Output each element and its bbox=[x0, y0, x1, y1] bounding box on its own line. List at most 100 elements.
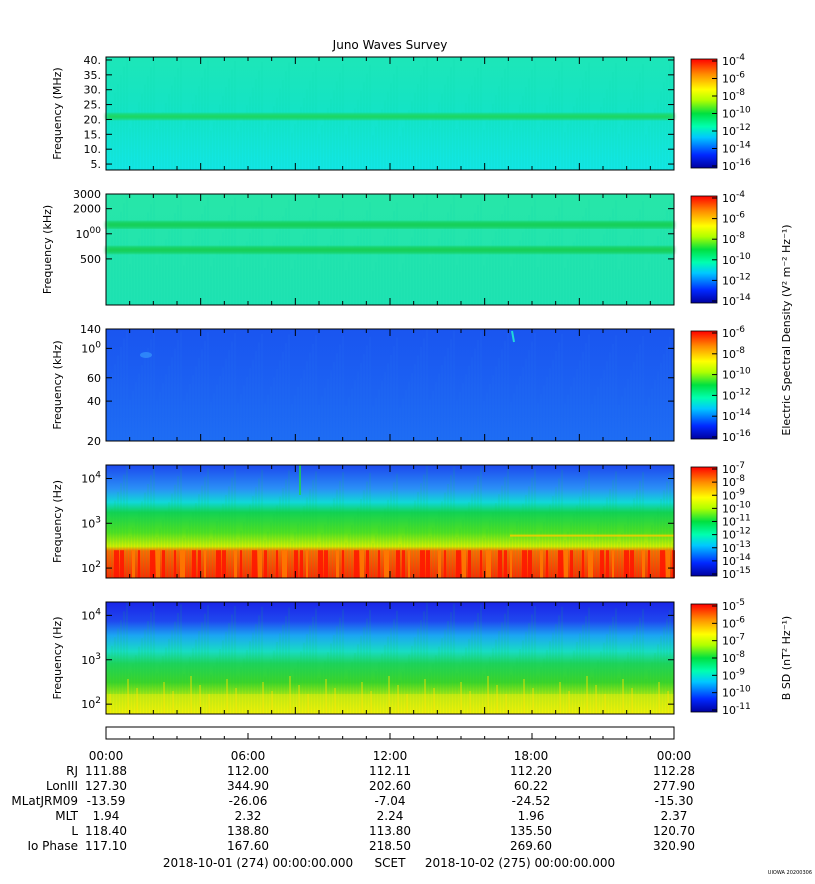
burst-column bbox=[648, 550, 650, 578]
burst-column bbox=[234, 550, 237, 578]
y-tick-label: 500 bbox=[80, 253, 101, 266]
colorbar-tick-label: 10-16 bbox=[722, 429, 751, 444]
colorbar-tick-label: 10-8 bbox=[722, 650, 745, 665]
time-label: 00:00 bbox=[89, 749, 124, 763]
y-tick-label: 10. bbox=[84, 143, 102, 156]
burst-column bbox=[588, 550, 593, 578]
burst-column bbox=[204, 550, 206, 578]
colorbar-tick-label: 10-7 bbox=[722, 461, 745, 476]
y-tick-label: 140 bbox=[80, 323, 101, 336]
burst-column bbox=[408, 550, 410, 578]
burst-column bbox=[180, 550, 185, 578]
ephemeris-row-label: L bbox=[71, 824, 78, 838]
colorbar-tick-label: 10-12 bbox=[722, 123, 751, 138]
ephemeris-value: 269.60 bbox=[510, 839, 552, 853]
burst-column bbox=[132, 550, 135, 578]
colorbar-tick-label: 10-6 bbox=[722, 211, 745, 226]
y-tick-label: 103 bbox=[81, 652, 101, 667]
burst-column bbox=[510, 550, 512, 578]
colorbar-tick-label: 10-6 bbox=[722, 325, 745, 340]
colorbar bbox=[690, 330, 718, 440]
burst-column bbox=[462, 550, 466, 578]
ephemeris-row-label: LonIII bbox=[46, 779, 78, 793]
ephemeris-value: 218.50 bbox=[369, 839, 411, 853]
colorbar-tick-label: 10-11 bbox=[722, 514, 751, 529]
colorbar-tick-label: 10-15 bbox=[722, 566, 751, 581]
colorbar-tick-label: 10-7 bbox=[722, 633, 745, 648]
ephemeris-value: 120.70 bbox=[653, 824, 695, 838]
burst-column bbox=[216, 550, 221, 578]
ephemeris-value: -26.06 bbox=[229, 794, 268, 808]
ephemeris-value: -24.52 bbox=[512, 794, 551, 808]
burst-column bbox=[642, 550, 645, 578]
noise-blob bbox=[140, 352, 152, 358]
y-tick-label: 5. bbox=[91, 158, 102, 171]
burst-column bbox=[570, 550, 573, 578]
ephemeris-row-label: RJ bbox=[66, 764, 78, 778]
burst-column bbox=[630, 550, 634, 578]
burst-column bbox=[264, 550, 267, 578]
burst-column bbox=[486, 550, 491, 578]
y-tick-label: 104 bbox=[81, 470, 101, 485]
footer-scet: SCET bbox=[375, 856, 407, 870]
y-tick-label: 40. bbox=[84, 54, 102, 67]
ephemeris-row-label: MLT bbox=[55, 809, 78, 823]
burst-column bbox=[396, 550, 400, 578]
ephemeris-value: 2.32 bbox=[235, 809, 262, 823]
ephemeris-value: 135.50 bbox=[510, 824, 552, 838]
y-tick-label: 40 bbox=[87, 395, 101, 408]
footer-end: 2018-10-02 (275) 00:00:00.000 bbox=[425, 856, 615, 870]
y-tick-label: 1000 bbox=[76, 226, 102, 241]
burst-column bbox=[366, 550, 369, 578]
ephemeris-value: 118.40 bbox=[85, 824, 127, 838]
burst-column bbox=[294, 550, 298, 578]
burst-column bbox=[222, 550, 226, 578]
burst-column bbox=[420, 550, 425, 578]
burst-column bbox=[546, 550, 548, 578]
y-tick-label: 2000 bbox=[73, 203, 101, 216]
colorbar-tick-label: 10-12 bbox=[722, 387, 751, 402]
burst-column bbox=[558, 550, 563, 578]
burst-column bbox=[402, 550, 405, 578]
colorbar-tick-label: 10-8 bbox=[722, 88, 745, 103]
ephemeris-value: 127.30 bbox=[85, 779, 127, 793]
ephemeris-value: 112.28 bbox=[653, 764, 695, 778]
colorbar-tick-label: 10-9 bbox=[722, 487, 745, 502]
colorbar-tick-label: 10-16 bbox=[722, 158, 751, 173]
ephemeris-value: 1.96 bbox=[518, 809, 545, 823]
noise-blob bbox=[511, 330, 515, 343]
burst-column bbox=[150, 550, 155, 578]
y-axis-label: Frequency (Hz) bbox=[51, 480, 64, 563]
ephemeris-value: -15.30 bbox=[655, 794, 694, 808]
y-tick-label: 102 bbox=[81, 560, 101, 575]
y-tick-label: 20. bbox=[84, 113, 102, 126]
y-tick-label: 15. bbox=[84, 128, 102, 141]
ephemeris-value: 167.60 bbox=[227, 839, 269, 853]
ephemeris-value: -13.59 bbox=[87, 794, 126, 808]
burst-column bbox=[324, 550, 328, 578]
colorbar-tick-label: 10-11 bbox=[722, 702, 751, 717]
burst-column bbox=[300, 550, 303, 578]
colorbar bbox=[690, 195, 718, 304]
y-tick-label: 20 bbox=[87, 435, 101, 448]
spectrogram-texture bbox=[105, 329, 674, 441]
colorbar-tick-label: 10-14 bbox=[722, 408, 751, 423]
ephemeris-value: 202.60 bbox=[369, 779, 411, 793]
burst-column bbox=[114, 550, 119, 578]
burst-column bbox=[192, 550, 196, 578]
y-tick-label: 60 bbox=[87, 372, 101, 385]
burst-column bbox=[438, 550, 441, 578]
ephemeris-value: 112.00 bbox=[227, 764, 269, 778]
burst-column bbox=[522, 550, 527, 578]
burst-column bbox=[198, 550, 201, 578]
shared-colorbar-label: Electric Spectral Density (V² m⁻² Hz⁻¹) bbox=[780, 224, 793, 435]
burst-column bbox=[306, 550, 308, 578]
y-tick-label: 100 bbox=[81, 340, 101, 355]
burst-column bbox=[528, 550, 532, 578]
y-axis-label: Frequency (kHz) bbox=[51, 340, 64, 429]
burst-column bbox=[354, 550, 359, 578]
spectrogram-background bbox=[106, 329, 674, 441]
burst-column bbox=[138, 550, 140, 578]
colorbar-tick-label: 10-12 bbox=[722, 527, 751, 542]
